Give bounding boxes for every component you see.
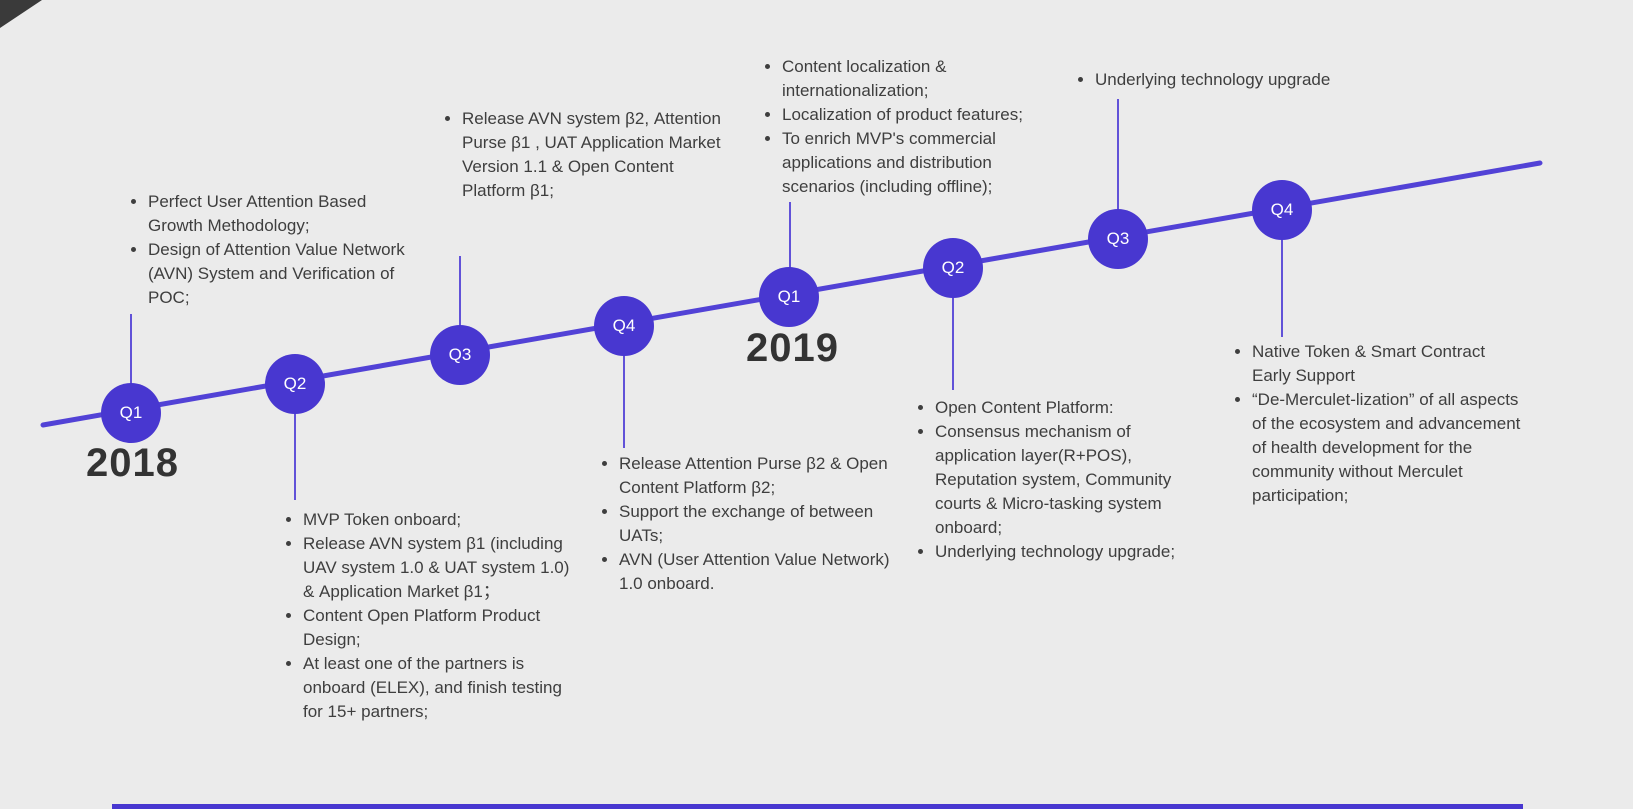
milestone-bullet: “De-Merculet-lization” of all aspects of… [1252,388,1522,508]
milestone-bullet-list: Native Token & Smart Contract Early Supp… [1232,340,1522,508]
milestone-bullet-list: Release Attention Purse β2 & Open Conten… [599,452,891,596]
milestone-bullet: Open Content Platform: [935,396,1181,420]
milestone-text-q2-2019: Open Content Platform: Consensus mechani… [915,396,1181,564]
milestone-bullet: Support the exchange of between UATs; [619,500,891,548]
milestone-node-q1-2019: Q1 [759,267,819,327]
milestone-text-q1-2018: Perfect User Attention Based Growth Meth… [128,190,414,310]
milestone-bullet-list: MVP Token onboard; Release AVN system β1… [283,508,575,724]
next-section-edge [112,804,1523,809]
milestone-bullet: Perfect User Attention Based Growth Meth… [148,190,414,238]
milestone-bullet: MVP Token onboard; [303,508,575,532]
year-label-2018: 2018 [86,441,179,485]
milestone-node-label: Q4 [1270,200,1294,219]
milestone-text-q3-2018: Release AVN system β2, Attention Purse β… [442,107,726,203]
milestone-node-label: Q3 [1106,229,1130,248]
milestone-node-label: Q3 [448,345,472,364]
milestone-bullet: Release AVN system β1 (including UAV sys… [303,532,575,604]
milestone-connector-q3-2018 [459,256,461,328]
milestone-connector-q3-2019 [1117,99,1119,212]
milestone-bullet-list: Perfect User Attention Based Growth Meth… [128,190,414,310]
year-label-2019: 2019 [746,326,839,370]
milestone-bullet: Underlying technology upgrade; [935,540,1181,564]
milestone-connector-q1-2018 [130,314,132,386]
milestone-bullet: Release AVN system β2, Attention Purse β… [462,107,726,203]
milestone-node-label: Q1 [119,403,143,422]
milestone-bullet-list: Release AVN system β2, Attention Purse β… [442,107,726,203]
milestone-bullet: Native Token & Smart Contract Early Supp… [1252,340,1522,388]
milestone-node-q2-2018: Q2 [265,354,325,414]
milestone-bullet: Design of Attention Value Network (AVN) … [148,238,414,310]
milestone-bullet: Consensus mechanism of application layer… [935,420,1181,540]
milestone-text-q2-2018: MVP Token onboard; Release AVN system β1… [283,508,575,724]
milestone-connector-q2-2018 [294,412,296,500]
milestone-text-q4-2018: Release Attention Purse β2 & Open Conten… [599,452,891,596]
milestone-text-q1-2019: Content localization & internationalizat… [762,55,1048,199]
milestone-node-q1-2018: Q1 [101,383,161,443]
milestone-connector-q2-2019 [952,295,954,390]
milestone-node-q3-2018: Q3 [430,325,490,385]
milestone-node-q2-2019: Q2 [923,238,983,298]
milestone-connector-q4-2019 [1281,237,1283,337]
milestone-node-label: Q1 [777,287,801,306]
milestone-bullet: AVN (User Attention Value Network) 1.0 o… [619,548,891,596]
milestone-text-q4-2019: Native Token & Smart Contract Early Supp… [1232,340,1522,508]
milestone-bullet: At least one of the partners is onboard … [303,652,575,724]
milestone-bullet: Localization of product features; [782,103,1048,127]
milestone-text-q3-2019: Underlying technology upgrade [1075,68,1375,92]
milestone-bullet-list: Underlying technology upgrade [1075,68,1375,92]
milestone-node-label: Q2 [941,258,965,277]
corner-decoration [0,0,42,28]
milestone-bullet: Underlying technology upgrade [1095,68,1375,92]
milestone-bullet: Release Attention Purse β2 & Open Conten… [619,452,891,500]
milestone-node-q3-2019: Q3 [1088,209,1148,269]
milestone-connector-q1-2019 [789,202,791,270]
milestone-bullet: Content localization & internationalizat… [782,55,1048,103]
milestone-bullet: To enrich MVP's commercial applications … [782,127,1048,199]
milestone-node-label: Q4 [612,316,636,335]
milestone-node-q4-2019: Q4 [1252,180,1312,240]
milestone-bullet: Content Open Platform Product Design; [303,604,575,652]
milestone-bullet-list: Content localization & internationalizat… [762,55,1048,199]
milestone-node-q4-2018: Q4 [594,296,654,356]
milestone-connector-q4-2018 [623,353,625,448]
milestone-node-label: Q2 [283,374,307,393]
milestone-bullet-list: Open Content Platform: Consensus mechani… [915,396,1181,564]
